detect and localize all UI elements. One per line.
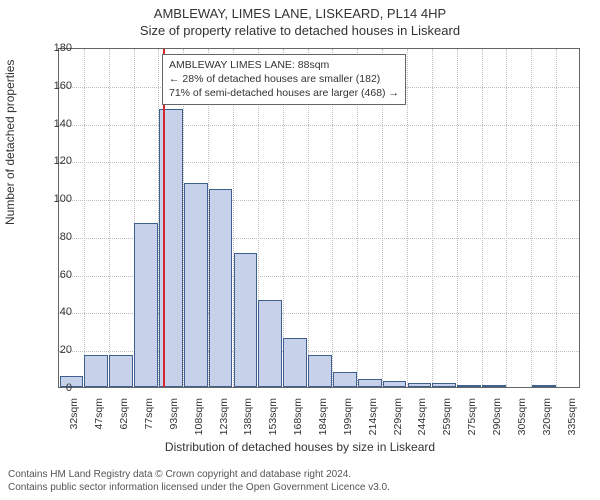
x-tick-label: 214sqm <box>367 398 379 435</box>
histogram-bar <box>209 189 233 387</box>
gridline-h <box>59 200 579 201</box>
y-tick-label: 120 <box>32 155 72 167</box>
y-axis-label: Number of detached properties <box>3 60 17 225</box>
histogram-bar <box>532 385 556 387</box>
x-tick-label: 153sqm <box>267 398 279 435</box>
gridline-v <box>457 49 458 387</box>
x-tick-label: 93sqm <box>168 398 180 430</box>
x-tick-label: 108sqm <box>193 398 205 435</box>
annotation-line3: 71% of semi-detached houses are larger (… <box>169 86 399 100</box>
footer-line1: Contains HM Land Registry data © Crown c… <box>8 468 390 481</box>
y-tick-label: 180 <box>32 42 72 54</box>
y-tick-label: 60 <box>32 269 72 281</box>
x-tick-label: 77sqm <box>143 398 155 430</box>
x-tick-label: 199sqm <box>342 398 354 435</box>
x-tick-label: 123sqm <box>218 398 230 435</box>
x-tick-label: 184sqm <box>317 398 329 435</box>
y-tick-label: 80 <box>32 231 72 243</box>
histogram-bar <box>283 338 307 387</box>
histogram-bar <box>134 223 158 387</box>
x-tick-label: 229sqm <box>392 398 404 435</box>
histogram-bar <box>383 381 407 387</box>
x-tick-label: 32sqm <box>68 398 80 430</box>
x-tick-label: 62sqm <box>118 398 130 430</box>
histogram-bar <box>109 355 133 387</box>
gridline-v <box>109 49 110 387</box>
gridline-v <box>407 49 408 387</box>
gridline-v <box>531 49 532 387</box>
annotation-box: AMBLEWAY LIMES LANE: 88sqm ← 28% of deta… <box>162 54 406 105</box>
gridline-v <box>432 49 433 387</box>
x-tick-label: 320sqm <box>541 398 553 435</box>
y-tick-label: 100 <box>32 193 72 205</box>
x-tick-label: 290sqm <box>491 398 503 435</box>
gridline-h <box>59 162 579 163</box>
gridline-v <box>482 49 483 387</box>
footer-line2: Contains public sector information licen… <box>8 481 390 494</box>
histogram-bar <box>432 383 456 387</box>
x-tick-label: 335sqm <box>566 398 578 435</box>
histogram-bar <box>84 355 108 387</box>
y-tick-label: 0 <box>32 382 72 394</box>
x-tick-label: 305sqm <box>516 398 528 435</box>
histogram-bar <box>333 372 357 387</box>
annotation-line1: AMBLEWAY LIMES LANE: 88sqm <box>169 58 399 72</box>
annotation-line2: ← 28% of detached houses are smaller (18… <box>169 72 399 86</box>
gridline-v <box>556 49 557 387</box>
histogram-bar <box>482 385 506 387</box>
x-tick-label: 47sqm <box>93 398 105 430</box>
chart-area: AMBLEWAY LIMES LANE: 88sqm ← 28% of deta… <box>58 48 580 388</box>
gridline-h <box>59 125 579 126</box>
x-tick-label: 138sqm <box>242 398 254 435</box>
histogram-bar <box>234 253 258 387</box>
x-tick-label: 275sqm <box>466 398 478 435</box>
x-axis-label: Distribution of detached houses by size … <box>0 440 600 454</box>
y-tick-label: 160 <box>32 80 72 92</box>
y-tick-label: 140 <box>32 118 72 130</box>
histogram-bar <box>358 379 382 387</box>
chart-title-line2: Size of property relative to detached ho… <box>0 21 600 38</box>
histogram-bar <box>184 183 208 387</box>
y-tick-label: 20 <box>32 344 72 356</box>
histogram-bar <box>408 383 432 387</box>
histogram-bar <box>258 300 282 387</box>
gridline-v <box>506 49 507 387</box>
x-tick-label: 168sqm <box>292 398 304 435</box>
x-tick-label: 244sqm <box>416 398 428 435</box>
footer-text: Contains HM Land Registry data © Crown c… <box>8 468 390 494</box>
histogram-bar <box>308 355 332 387</box>
gridline-v <box>84 49 85 387</box>
chart-title-line1: AMBLEWAY, LIMES LANE, LISKEARD, PL14 4HP <box>0 0 600 21</box>
histogram-bar <box>457 385 481 387</box>
x-tick-label: 259sqm <box>441 398 453 435</box>
y-tick-label: 40 <box>32 306 72 318</box>
